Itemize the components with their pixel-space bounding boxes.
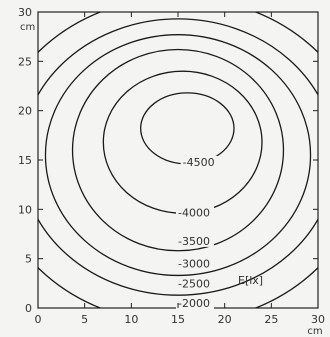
y-tick-label-20: 20 — [18, 105, 32, 118]
y-axis: 0 5 10 15 20 25 30 — [18, 6, 318, 315]
x-tick-label-30: 30 — [311, 313, 325, 326]
contour-line-3000 — [44, 34, 312, 277]
y-tick-label-10: 10 — [18, 203, 32, 216]
y-tick-label-0: 0 — [25, 302, 32, 315]
x-tick-label-15: 15 — [171, 313, 185, 326]
contour-label-2500: -2500 — [178, 277, 210, 290]
x-unit-label: cm — [307, 326, 322, 337]
contour-label-bg-3500 — [176, 234, 214, 247]
contour-label-3000: -3000 — [178, 258, 210, 271]
contour-label-2000: -2000 — [178, 297, 210, 310]
quantity-label: E[lx] — [238, 274, 263, 287]
y-tick-label-25: 25 — [18, 55, 32, 68]
contour-line-3500 — [71, 48, 285, 252]
contour-label-3500: -3500 — [178, 235, 210, 248]
x-tick-label-10: 10 — [124, 313, 138, 326]
x-tick-label-20: 20 — [218, 313, 232, 326]
x-axis: 0 5 10 15 20 25 30 — [35, 12, 325, 326]
contour-lines-group — [38, 12, 318, 308]
contour-label-4000: -4000 — [178, 206, 210, 219]
contour-labels-group: -2000 -2500 -3000 -3500 -4000 -4500 — [176, 155, 219, 310]
contour-line-2500 — [38, 18, 318, 296]
contour-line-4500 — [140, 92, 235, 165]
y-unit-label: cm — [20, 22, 35, 33]
contour-label-bg-4000 — [176, 206, 214, 219]
contour-label-4500: -4500 — [183, 156, 215, 169]
y-tick-label-30: 30 — [18, 6, 32, 19]
y-tick-label-15: 15 — [18, 154, 32, 167]
y-tick-label-5: 5 — [25, 253, 32, 266]
x-tick-label-0: 0 — [35, 313, 42, 326]
x-tick-label-25: 25 — [264, 313, 278, 326]
contour-label-bg-4500 — [180, 155, 219, 168]
x-tick-label-5: 5 — [81, 313, 88, 326]
contour-label-bg-2500 — [176, 277, 214, 290]
contour-label-bg-2000 — [176, 297, 214, 310]
contour-label-bg-3000 — [176, 257, 214, 270]
